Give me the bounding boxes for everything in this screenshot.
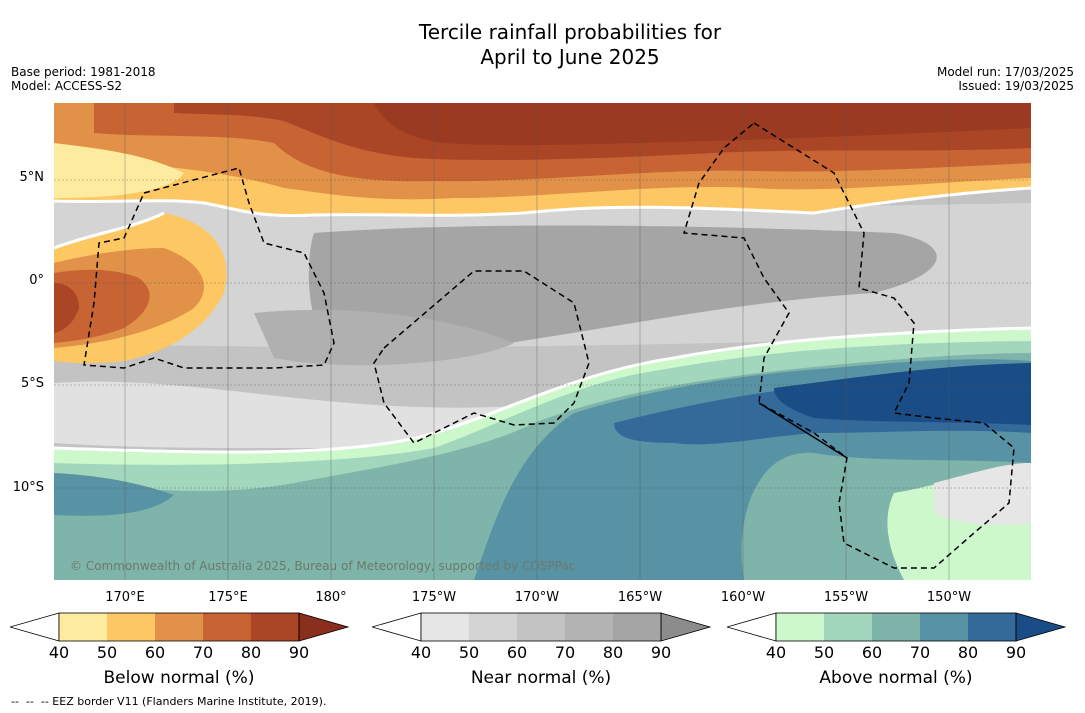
cb-near-tick-60: 60 xyxy=(506,643,528,662)
colorbar-above-segment-2 xyxy=(824,613,872,641)
cb-below-tick-40: 40 xyxy=(48,643,70,662)
cb-below-tick-70: 70 xyxy=(192,643,214,662)
cb-above-tick-70: 70 xyxy=(909,643,931,662)
cb-near-tick-80: 80 xyxy=(602,643,624,662)
map-title: Tercile rainfall probabilities for April… xyxy=(0,20,1085,70)
meridians xyxy=(124,103,950,580)
lon-label-175e: 175°E xyxy=(208,590,248,605)
colorbar-near-normal xyxy=(372,612,712,642)
colorbar-above-segment-4 xyxy=(920,613,968,641)
boundary-south xyxy=(54,326,1031,454)
above-normal-sw-70 xyxy=(54,473,174,516)
model-run-text: Model run: 17/03/2025 xyxy=(936,65,1074,79)
eez-solid-segment xyxy=(758,402,848,459)
cb-near-tick-70: 70 xyxy=(554,643,576,662)
title-line-1: Tercile rainfall probabilities for xyxy=(418,20,722,44)
colorbar-above-segment-1 xyxy=(776,613,824,641)
cb-near-tick-90: 90 xyxy=(650,643,672,662)
colorbar-near-segment-2 xyxy=(469,613,517,641)
boundary-west xyxy=(54,211,165,250)
colorbar-near-segment-6 xyxy=(660,612,712,642)
cb-above-tick-90: 90 xyxy=(1005,643,1027,662)
colorbar-above-segment-6 xyxy=(1015,612,1067,642)
lon-label-175w: 175°W xyxy=(411,590,457,605)
colorbar-near-segment-5 xyxy=(613,613,661,641)
cb-below-tick-80: 80 xyxy=(240,643,262,662)
colorbar-above-segment-5 xyxy=(968,613,1016,641)
cb-near-tick-40: 40 xyxy=(410,643,432,662)
colorbar-above-normal xyxy=(727,612,1067,642)
colorbar-below-segment-2 xyxy=(107,613,155,641)
cb-below-tick-60: 60 xyxy=(144,643,166,662)
below-normal-west-80 xyxy=(54,283,79,333)
colorbar-below-segment-6 xyxy=(298,612,350,642)
cb-above-tick-80: 80 xyxy=(957,643,979,662)
near-normal-se-patch xyxy=(934,463,1031,525)
colorbar-below-label: Below normal (%) xyxy=(103,668,255,688)
boundary-north xyxy=(54,186,1031,218)
colorbar-below-segment-0 xyxy=(10,612,60,642)
colorbar-above-segment-0 xyxy=(727,612,777,642)
lat-label-5n: 5°N xyxy=(19,170,45,185)
cb-near-tick-50: 50 xyxy=(458,643,480,662)
near-normal-70-zone xyxy=(254,309,514,366)
colorbar-near-segment-3 xyxy=(517,613,565,641)
lon-label-150w: 150°W xyxy=(926,590,972,605)
lon-label-180: 180° xyxy=(315,590,347,605)
colorbar-near-segment-1 xyxy=(421,613,469,641)
cb-above-tick-40: 40 xyxy=(765,643,787,662)
lat-label-10s: 10°S xyxy=(12,480,44,495)
eez-borders xyxy=(83,122,1015,569)
lon-label-170e: 170°E xyxy=(105,590,145,605)
issued-text: Issued: 19/03/2025 xyxy=(958,79,1074,93)
model-text: Model: ACCESS-S2 xyxy=(11,79,123,93)
colorbar-near-segment-0 xyxy=(372,612,422,642)
title-line-2: April to June 2025 xyxy=(480,45,660,69)
base-period-text: Base period: 1981-2018 xyxy=(11,65,156,79)
cb-below-tick-50: 50 xyxy=(96,643,118,662)
colorbar-near-segment-4 xyxy=(565,613,613,641)
lat-label-5s: 5°S xyxy=(20,376,44,391)
copyright-credit: © Commonwealth of Australia 2025, Bureau… xyxy=(70,559,576,573)
colorbar-above-label: Above normal (%) xyxy=(819,668,973,688)
eez-footnote: -- -- -- EEZ border V11 (Flanders Marine… xyxy=(11,695,327,708)
below-normal-north-90 xyxy=(374,103,1031,146)
below-normal-west-70 xyxy=(54,269,150,343)
map-svg xyxy=(54,103,1031,580)
above-normal-south-90 xyxy=(774,363,1031,425)
below-normal-north-40 xyxy=(54,143,184,198)
colorbar-above-segment-3 xyxy=(872,613,920,641)
colorbar-below-segment-5 xyxy=(251,613,299,641)
cb-above-tick-60: 60 xyxy=(861,643,883,662)
meta-right: Model run: 17/03/2025 Issued: 19/03/2025 xyxy=(937,65,1074,93)
lon-label-165w: 165°W xyxy=(617,590,663,605)
colorbar-below-segment-1 xyxy=(59,613,107,641)
lon-label-170w: 170°W xyxy=(514,590,560,605)
cb-below-tick-90: 90 xyxy=(288,643,310,662)
meta-left: Base period: 1981-2018 Model: ACCESS-S2 xyxy=(11,65,156,93)
colorbar-below-segment-4 xyxy=(203,613,251,641)
rainfall-map xyxy=(54,103,1031,580)
colorbar-near-label: Near normal (%) xyxy=(470,668,612,688)
colorbar-below-segment-3 xyxy=(155,613,203,641)
lon-label-155w: 155°W xyxy=(823,590,869,605)
colorbar-below-normal xyxy=(10,612,350,642)
lat-label-0: 0° xyxy=(29,273,44,288)
cb-above-tick-50: 50 xyxy=(813,643,835,662)
lon-label-160w: 160°W xyxy=(720,590,766,605)
